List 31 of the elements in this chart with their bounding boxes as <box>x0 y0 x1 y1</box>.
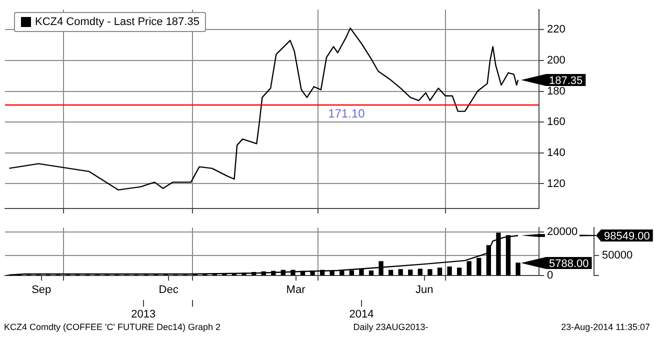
y-tick-label: 220 <box>547 24 566 36</box>
y-tick-label: 140 <box>547 146 566 159</box>
bar <box>456 268 462 276</box>
legend-label: KCZ4 Comdty - Last Price 187.35 <box>35 16 200 28</box>
y-tick-label: 20000 <box>547 226 578 238</box>
y2-tick-label: 50000 <box>602 249 633 262</box>
ref-line-label: 171.10 <box>328 106 366 120</box>
x2-tick-label: 2014 <box>349 308 374 320</box>
data-label: 187.35 <box>549 74 583 87</box>
x2-tick-label: 2013 <box>131 308 156 320</box>
text: KCZ4 Comdty (COFFEE 'C' FUTURE Dec14) Graph 2 <box>4 322 220 332</box>
data-label: 5788.00 <box>549 258 589 270</box>
y-tick-label: 120 <box>547 178 566 190</box>
text: 23-Aug-2014 11:35:07 <box>561 322 650 332</box>
x-tick-label: Sep <box>32 284 52 296</box>
bar <box>437 268 442 276</box>
x-tick-label: Dec <box>158 284 179 296</box>
bar <box>428 269 432 276</box>
data-label: 98549.00 <box>604 230 650 243</box>
bar <box>447 266 452 276</box>
y-tick-label: 160 <box>547 116 566 128</box>
bar <box>418 268 423 276</box>
y-tick-label: 180 <box>547 85 566 98</box>
x-tick-label: Jun <box>415 284 434 296</box>
y-tick-label: 200 <box>547 54 566 66</box>
bar <box>408 270 413 276</box>
bar <box>398 269 403 276</box>
bar <box>388 270 394 276</box>
text: Daily 23AUG2013- <box>353 322 428 332</box>
x-tick-label: Mar <box>286 284 306 296</box>
y-tick-label: 0 <box>547 270 554 282</box>
